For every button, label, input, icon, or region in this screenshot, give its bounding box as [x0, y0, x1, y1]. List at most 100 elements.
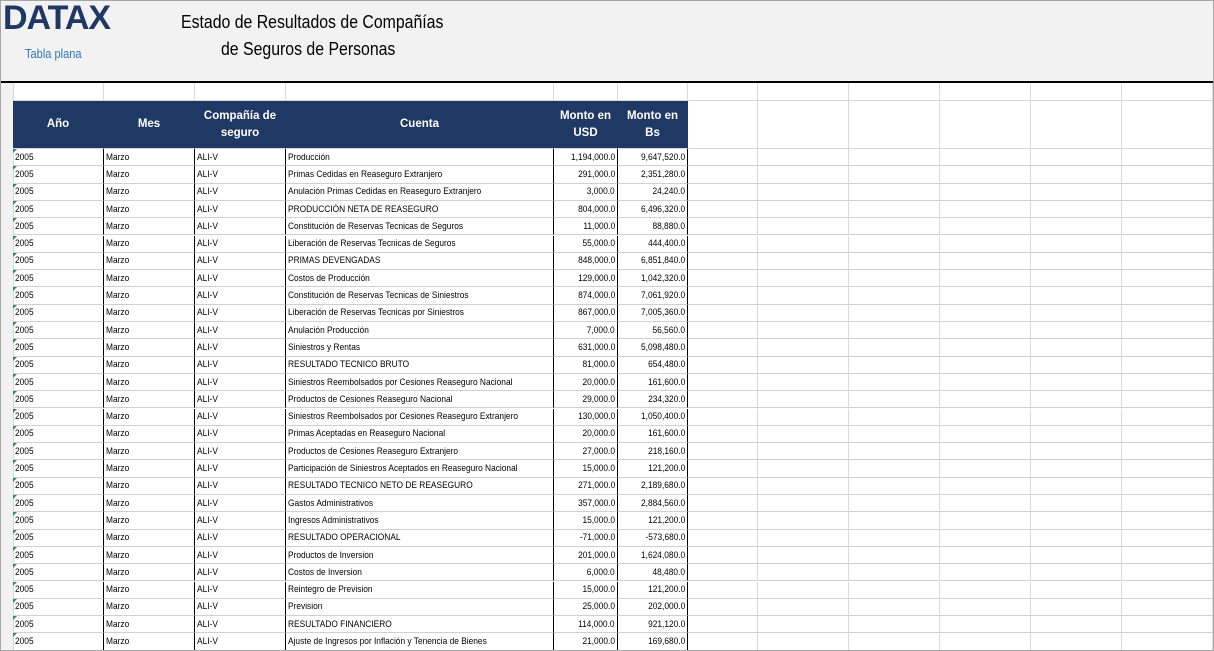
empty-cell [104, 83, 195, 101]
cell-text: Productos de Cesiones Reaseguro Extranje… [288, 445, 459, 457]
empty-cell [1122, 477, 1213, 495]
logo: DATAX [3, 0, 111, 37]
table-cell: 20,000.0 [554, 373, 618, 392]
cell-text: Marzo [106, 514, 130, 526]
cell-text: 6,000.0 [587, 566, 615, 578]
table-row: 2005 Marzo ALI-V PRIMAS DEVENGADAS 848,000.0… [13, 252, 1213, 271]
table-cell: Marzo [104, 598, 195, 617]
empty-cell [940, 252, 1031, 271]
empty-cell [1122, 633, 1213, 650]
cell-text: 81,000.0 [582, 359, 615, 371]
cell-text: 121,200.0 [647, 514, 685, 526]
empty-cell [1031, 218, 1122, 236]
empty-cell [940, 529, 1031, 547]
cell-text: Productos de Inversion [288, 549, 374, 561]
table-cell: Marzo [104, 581, 195, 599]
empty-cell [849, 304, 940, 322]
table-cell: ALI-V [195, 373, 286, 392]
cell-text: ALI-V [197, 220, 218, 232]
cell-text: ALI-V [197, 480, 218, 492]
table-cell: Prevision [286, 598, 554, 617]
table-cell: 631,000.0 [554, 339, 618, 357]
empty-cell [758, 83, 849, 101]
table-cell: 202,000.0 [618, 598, 688, 617]
table-cell: 3,000.0 [554, 183, 618, 201]
table-cell: 2005 [13, 270, 104, 288]
empty-cell [688, 408, 758, 426]
cell-text: 2005 [15, 566, 34, 578]
cell-text: 2005 [15, 549, 34, 561]
cell-text: 867,000.0 [577, 307, 615, 319]
empty-cell [1122, 101, 1213, 149]
table-cell: ALI-V [195, 495, 286, 513]
empty-cell [849, 408, 940, 426]
cell-text: Producción [288, 151, 330, 163]
table-cell: 2005 [13, 564, 104, 582]
cell-text: Marzo [106, 359, 130, 371]
table-cell: 2,351,280.0 [618, 166, 688, 184]
table-cell: 15,000.0 [554, 512, 618, 530]
table-cell: 2005 [13, 373, 104, 392]
empty-cell [688, 166, 758, 184]
cell-text: 2005 [15, 203, 34, 215]
table-cell: 6,851,840.0 [618, 252, 688, 271]
empty-cell [688, 425, 758, 444]
table-cell: 129,000.0 [554, 270, 618, 288]
cell-text: Marzo [106, 445, 130, 457]
cell-text: Marzo [106, 290, 130, 302]
cell-text: 804,000.0 [577, 203, 615, 215]
cell-text: 48,480.0 [652, 566, 685, 578]
cell-text: 2005 [15, 445, 34, 457]
cell-text: 24,240.0 [652, 186, 685, 198]
empty-cell [688, 564, 758, 582]
cell-text: Siniestros y Rentas [288, 341, 361, 353]
empty-cell [618, 83, 688, 101]
cell-text: 7,000.0 [587, 324, 615, 336]
cell-text: Marzo [106, 376, 130, 388]
table-row: 2005 Marzo ALI-V Constitución de Reservas T… [13, 218, 1213, 236]
cell-text: 2005 [15, 393, 34, 405]
cell-text: Gastos Administrativos [288, 497, 374, 509]
empty-cell [688, 183, 758, 201]
table-cell: 5,098,480.0 [618, 339, 688, 357]
table-row: 2005 Marzo ALI-V Siniestros Reembolsados po… [13, 408, 1213, 426]
empty-cell [1031, 339, 1122, 357]
cell-text: Marzo [106, 324, 130, 336]
table-cell: 654,480.0 [618, 356, 688, 374]
empty-cell [758, 391, 849, 409]
table-cell: ALI-V [195, 235, 286, 253]
cell-text: Anulación Primas Cedidas en Reaseguro Ex… [288, 186, 482, 198]
cell-text: 2005 [15, 601, 34, 613]
table-cell: 7,000.0 [554, 322, 618, 340]
cell-text: 15,000.0 [582, 584, 615, 596]
table-cell: 2,189,680.0 [618, 477, 688, 495]
cell-text: 129,000.0 [577, 272, 615, 284]
cell-text: Siniestros Reembolsados por Cesiones Rea… [288, 376, 513, 388]
empty-cell [1031, 235, 1122, 253]
table-row: 2005 Marzo ALI-V Constitución de Reservas T… [13, 287, 1213, 305]
empty-cell [688, 101, 758, 149]
empty-cell [849, 83, 940, 101]
cell-text: Participación de Siniestros Aceptados en… [288, 463, 518, 475]
empty-cell [849, 616, 940, 634]
table-cell: PRODUCCIÓN NETA DE REASEGURO [286, 200, 554, 219]
table-cell: Marzo [104, 149, 195, 167]
table-row: 2005 Marzo ALI-V Liberación de Reservas Tec… [13, 235, 1213, 253]
table-cell: Marzo [104, 166, 195, 184]
empty-cell [940, 581, 1031, 599]
table-row: 2005 Marzo ALI-V Primas Aceptadas en Reaseg… [13, 425, 1213, 444]
table-cell: 2005 [13, 166, 104, 184]
empty-cell [1031, 304, 1122, 322]
table-cell: 874,000.0 [554, 287, 618, 305]
cell-text: ALI-V [197, 566, 218, 578]
empty-cell [758, 408, 849, 426]
empty-cell [688, 252, 758, 271]
table-cell: Ingresos Administrativos [286, 512, 554, 530]
empty-cell [688, 270, 758, 288]
cell-text: RESULTADO FINANCIERO [288, 618, 392, 630]
empty-cell [1122, 339, 1213, 357]
table-cell: 2005 [13, 581, 104, 599]
table-row: 2005 Marzo ALI-V RESULTADO FINANCIERO 114,00… [13, 616, 1213, 634]
table-cell: Marzo [104, 218, 195, 236]
empty-cell [758, 270, 849, 288]
